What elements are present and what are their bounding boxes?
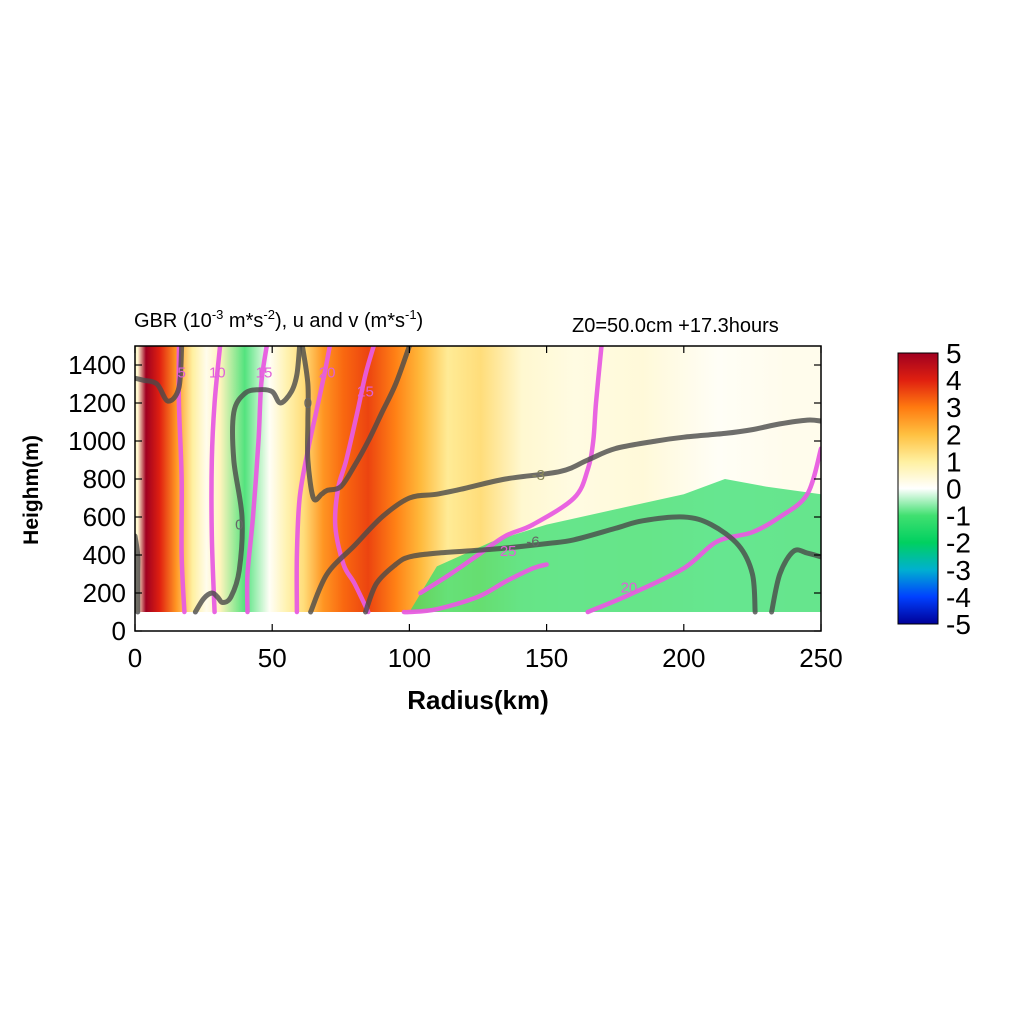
plot-frame <box>134 345 822 632</box>
y-tick-label: 0 <box>112 616 126 646</box>
y-tick-label: 1200 <box>68 388 126 418</box>
contour-label: 25 <box>357 384 374 401</box>
v-contour-line <box>244 346 269 615</box>
colorbar-tick-label: 5 <box>946 338 962 369</box>
u-contour-line <box>362 514 758 615</box>
contour-label: 10 <box>209 365 226 382</box>
u-contours <box>135 346 821 615</box>
contour-label: 25 <box>500 543 517 560</box>
y-tick-label: 800 <box>83 464 126 494</box>
contour-label: 20 <box>319 365 336 382</box>
contour-label: -3 <box>532 467 545 484</box>
colorbar-tick-label: 4 <box>946 365 962 396</box>
chart-title: GBR (10-3 m*s-2), u and v (m*s-1) <box>134 307 424 333</box>
u-contour-line <box>192 346 303 615</box>
contour-labels: 5 10 15 20 25 0 0 -3 25 -6 20 <box>177 365 637 597</box>
contour-label: 15 <box>256 365 273 382</box>
contour-label: 0 <box>235 517 243 534</box>
colorbar-tick-label: -3 <box>946 555 971 586</box>
x-axis-label: Radius(km) <box>407 685 549 715</box>
x-tick-label: 100 <box>388 643 431 673</box>
x-tick-label: 50 <box>258 643 287 673</box>
title-exponent: -3 <box>211 307 224 322</box>
x-tick-label: 150 <box>525 643 568 673</box>
title-text: ), u and v (m*s <box>274 310 405 332</box>
colorbar-tick-label: 2 <box>946 419 962 450</box>
title-exponent: -1 <box>404 307 417 322</box>
x-tick-label: 250 <box>799 643 842 673</box>
colorbar-tick-label: 3 <box>946 392 962 423</box>
y-tick-label: 400 <box>83 540 126 570</box>
u-contour-line <box>769 547 821 615</box>
u-contour-line <box>135 346 185 404</box>
title-text: GBR (10 <box>134 310 212 332</box>
title-text: ) <box>416 310 424 332</box>
y-tick-label: 600 <box>83 502 126 532</box>
colorbar-tick-label: 1 <box>946 446 962 477</box>
contour-label: 20 <box>621 579 638 596</box>
title-text: m*s <box>223 310 264 332</box>
v-contour-line <box>209 346 223 615</box>
y-tick-label: 1000 <box>68 426 126 456</box>
chart-subtitle: Z0=50.0cm +17.3hours <box>572 315 779 337</box>
no-data-floor <box>135 612 821 631</box>
contour-label: 5 <box>177 365 185 382</box>
v-contour-line <box>401 562 549 615</box>
x-tick-label: 200 <box>662 643 705 673</box>
plot-area: 5 10 15 20 25 0 0 -3 25 -6 20 <box>135 346 821 631</box>
u-contour-line <box>135 533 141 615</box>
contour-label: -6 <box>526 534 539 551</box>
x-axis: 0 50 100 150 200 250 <box>128 346 843 673</box>
contour-label: 0 <box>304 395 312 412</box>
v-contour-line <box>585 446 821 615</box>
colorbar-tick-label: 0 <box>946 474 962 505</box>
y-axis-label: Heighm(m) <box>20 435 43 545</box>
v-contour-line <box>418 346 604 596</box>
colorbar-tick-label: -5 <box>946 609 971 640</box>
title-exponent: -2 <box>263 307 275 322</box>
colorbar-tick-label: -1 <box>946 501 971 532</box>
y-tick-label: 200 <box>83 578 126 608</box>
x-tick-label: 0 <box>128 643 142 673</box>
colorbar-tick-label: -4 <box>946 582 971 613</box>
u-contour-line <box>299 346 412 503</box>
y-tick-label: 1400 <box>68 350 126 380</box>
colorbar-gradient <box>897 352 939 625</box>
colorbar-tick-label: -2 <box>946 528 971 559</box>
u-contour-line <box>308 417 821 615</box>
